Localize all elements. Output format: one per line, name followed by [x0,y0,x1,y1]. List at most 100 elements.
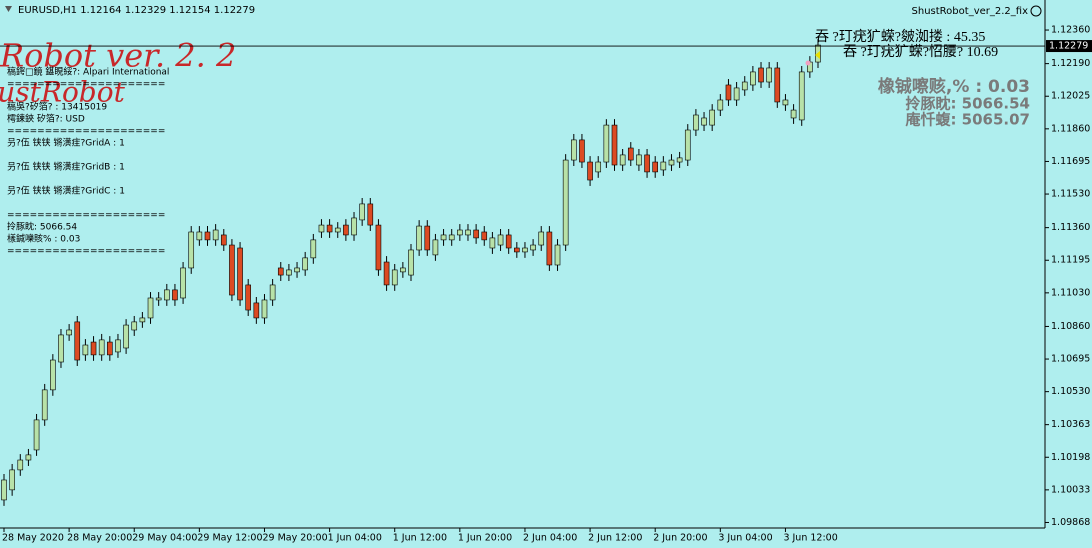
candle-body [562,159,569,246]
candle-body [619,154,626,166]
info-line: ===================== [7,80,165,90]
signal-arrow [815,51,820,59]
x-tick-label: 29 May 12:00 [197,533,262,544]
y-tick-label: 1.11530 [1051,189,1090,200]
candle-body [684,129,691,161]
candle-body [530,244,536,251]
candle-body [172,289,178,301]
candle-body [693,114,699,131]
info-line: 稿鍔□鏡 鍖睍綏?: Alpari International [7,66,169,78]
y-tick-label: 1.10363 [1051,419,1090,430]
candle-body [164,289,170,301]
candle-body [465,229,471,236]
candle-body [1,479,7,501]
candle-body [326,224,333,233]
y-tick-label: 1.10860 [1051,321,1090,332]
x-tick-label: 28 May 20:00 [67,533,132,544]
candle-body [33,419,40,451]
y-tick-label: 1.11030 [1051,287,1090,298]
candle-body [334,227,341,233]
symbol-menu-icon[interactable] [5,6,12,12]
plot-area [1,39,821,506]
x-tick-label: 3 Jun 04:00 [718,533,772,544]
candle-body [522,247,528,253]
candle-body [123,324,129,349]
candle-body [58,334,64,363]
candle-body [440,234,447,241]
info-line: 拎豚眈: 5066.54 [7,221,77,233]
y-tick-label: 1.09868 [1051,517,1090,528]
candle-body [774,67,781,103]
candle-body [644,154,650,173]
candle-body [400,267,406,273]
candle-body [424,225,431,251]
candle-body [514,247,520,253]
candle-body [229,244,235,296]
x-tick-label: 29 May 04:00 [132,533,197,544]
y-tick-label: 1.12190 [1051,58,1090,69]
candle-body [188,231,195,269]
candle-body [701,117,707,126]
stats-line: 橡铖嚓赅,% : 0.03 [878,76,1030,97]
y-tick-label: 1.10695 [1051,354,1090,365]
candle-body [269,284,276,301]
candle-body [676,157,683,163]
y-tick-label: 1.11360 [1051,222,1090,233]
stats-line: 吞 ?玎疣犷蝾?皴洳搂 : 45.35 [815,29,985,45]
overlay-title: Robot ver. 2. 2 [0,37,236,75]
candle-body [286,269,292,276]
candle-body [603,124,610,163]
candle-body [725,84,732,101]
candle-body [432,239,439,256]
y-tick-label: 1.12025 [1051,91,1090,102]
info-line: ===================== [7,247,165,257]
candle-body [155,297,162,301]
candle-body [758,67,764,83]
x-tick-label: 2 Jun 04:00 [523,533,577,544]
candle-body [790,109,797,119]
candle-body [579,139,585,163]
candle-body [180,267,186,299]
info-line: ===================== [7,127,165,137]
candle-body [457,229,463,236]
chart-header: EURUSD,H1 1.12164 1.12329 1.12154 1.1227… [18,5,255,16]
candle-body [261,299,268,319]
candle-body [416,225,422,251]
candle-body [733,87,740,101]
candle-body [294,267,300,273]
candle-body [204,231,211,241]
y-tick-label: 1.11860 [1051,123,1090,134]
candle-body [310,239,317,259]
candle-body [302,257,308,271]
candle-body [131,321,138,331]
candle-body [253,302,260,319]
x-tick-label: 1 Jun 04:00 [328,533,382,544]
candle-body [611,124,618,166]
last-price-label: 1.12279 [1049,41,1088,52]
x-tick-label: 1 Jun 20:00 [458,533,512,544]
candle-body [595,161,602,173]
candle-body [750,71,756,86]
overlay-subtitle: ShustRobot [0,76,126,109]
candle-body [383,261,390,286]
y-tick-label: 1.10033 [1051,484,1090,495]
candle-body [408,249,414,276]
stats-line: 拎豚眈: 5066.54 [905,95,1030,113]
y-tick-label: 1.11695 [1051,156,1090,167]
info-line: ===================== [7,211,165,221]
candle-body [9,469,15,491]
candle-body [351,217,357,236]
info-line: 樣鍼嚛賅% : 0.03 [7,233,80,245]
candle-body [98,339,105,356]
candle-body [50,359,56,391]
candle-body [343,224,349,236]
candle-body [212,229,219,241]
candle-body [546,231,553,266]
candle-body [587,161,593,181]
candle-body [782,99,789,106]
candle-body [359,203,365,221]
candle-body [196,231,203,241]
candle-body [318,224,325,233]
